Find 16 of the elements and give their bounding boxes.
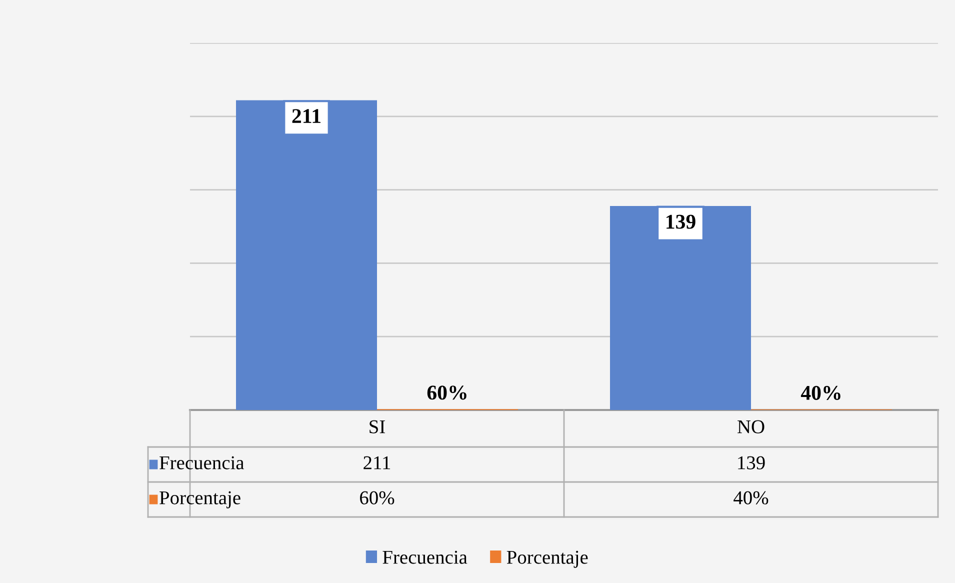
data-label: 40%: [734, 491, 768, 504]
text: 40%: [800, 386, 840, 400]
text: 139: [666, 214, 696, 229]
text: Frecuencia: [382, 550, 468, 564]
legend-label: Porcentaje: [506, 550, 588, 568]
data-label: 211: [364, 456, 390, 470]
text: 211: [292, 109, 320, 123]
x-tick-label: SI: [370, 420, 385, 434]
bar: [236, 100, 377, 410]
legend-label: Frecuencia: [160, 456, 244, 470]
x-tick-label: NO: [738, 420, 764, 434]
data-label: 60%: [360, 491, 394, 504]
text: Porcentaje: [160, 491, 240, 508]
text: 60%: [427, 386, 466, 400]
data-label: 139: [738, 456, 765, 470]
bar: [610, 206, 751, 410]
